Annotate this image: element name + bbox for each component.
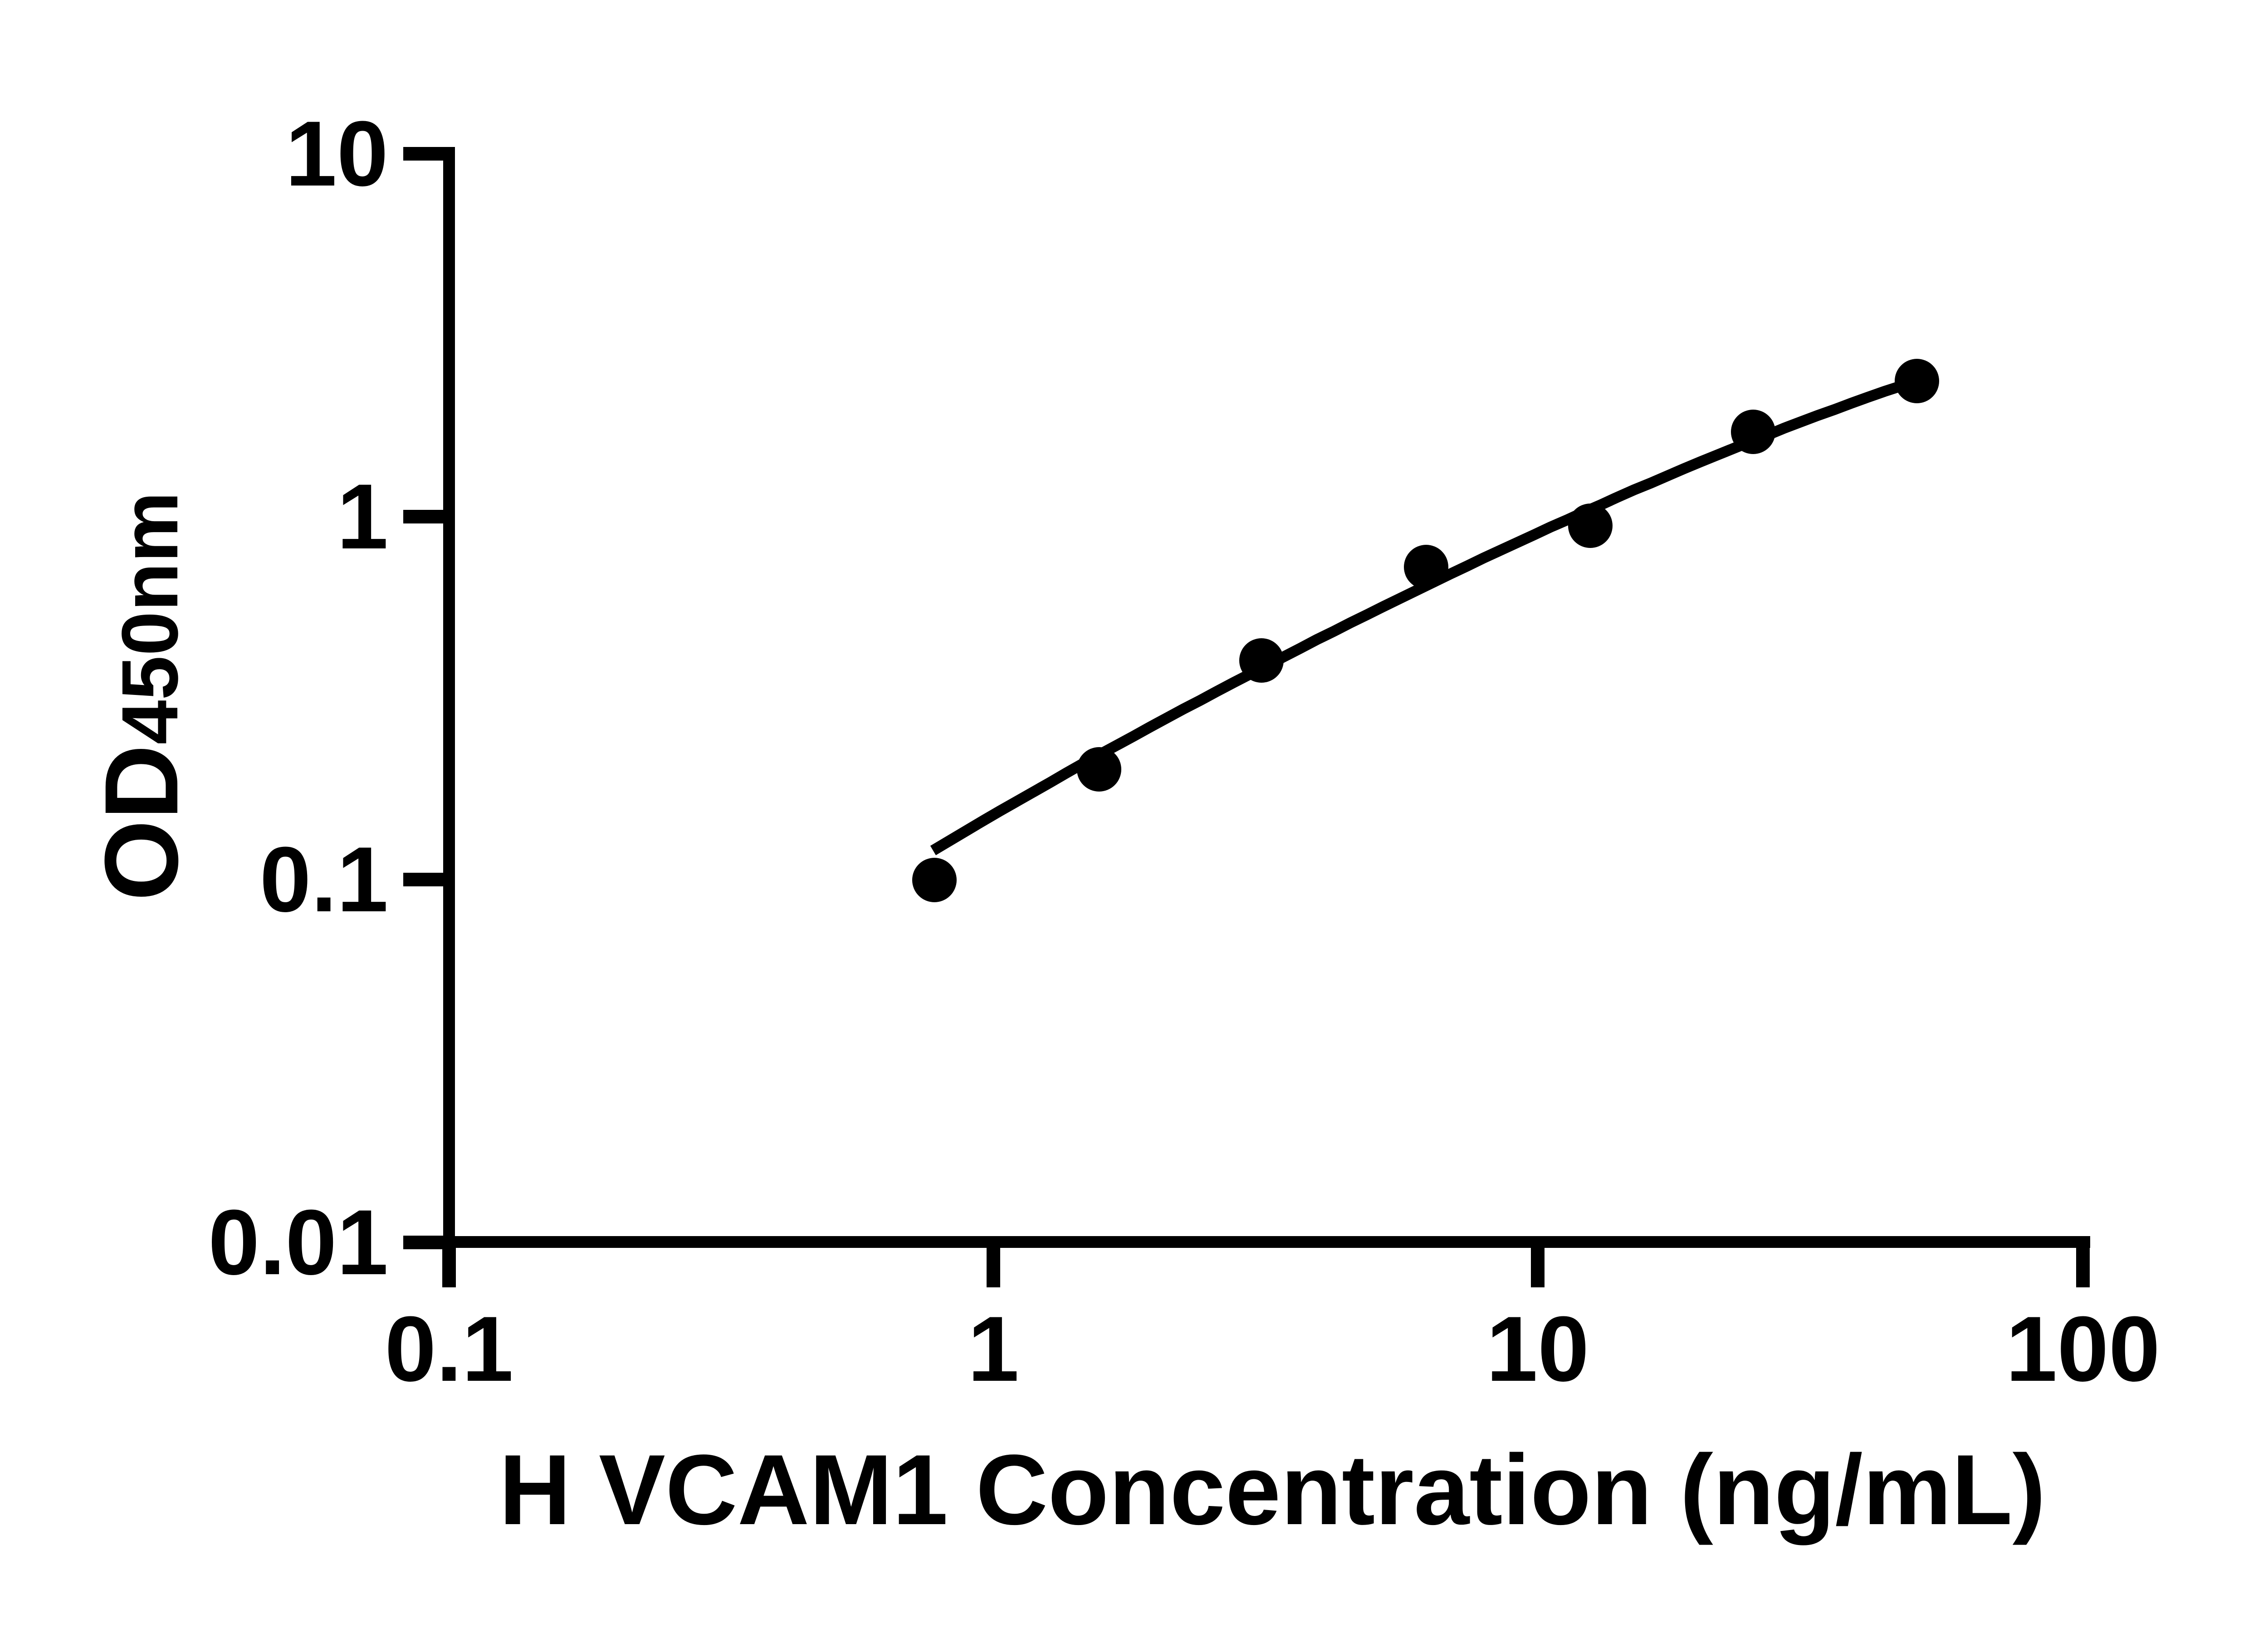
svg-text:10: 10 [285, 102, 388, 205]
svg-text:OD450nm: OD450nm [83, 492, 200, 901]
svg-text:0.1: 0.1 [259, 828, 388, 931]
svg-text:1: 1 [968, 1297, 1019, 1401]
svg-text:1: 1 [337, 465, 388, 568]
svg-text:0.1: 0.1 [385, 1297, 513, 1401]
svg-text:0.01: 0.01 [208, 1191, 388, 1294]
svg-text:100: 100 [2006, 1297, 2160, 1401]
svg-text:10: 10 [1486, 1297, 1589, 1401]
svg-text:H VCAM1 Concentration (ng/mL): H VCAM1 Concentration (ng/mL) [499, 1434, 2046, 1545]
